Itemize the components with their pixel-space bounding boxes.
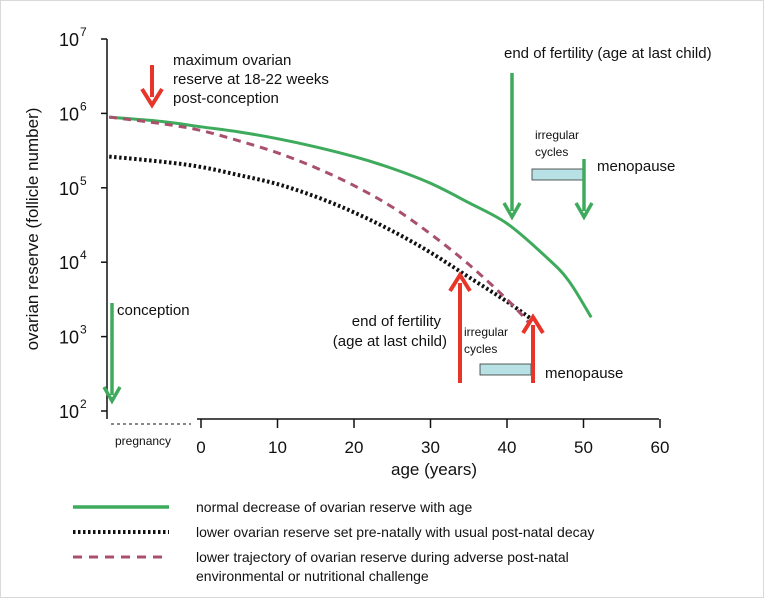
irregular-cycles-normal-line1: irregular — [535, 128, 579, 142]
end-fertility-normal-arrow — [502, 73, 522, 221]
legend-label-lower-prenatal: lower ovarian reserve set pre-natally wi… — [196, 524, 594, 540]
y-tick-exponent: 6 — [80, 99, 87, 113]
irregular-cycles-low-line2: cycles — [464, 342, 497, 356]
legend-label-normal: normal decrease of ovarian reserve with … — [196, 499, 472, 515]
y-tick-label: 10 — [59, 328, 79, 348]
y-tick-exponent: 7 — [80, 25, 87, 39]
irregular-cycles-box-normal — [531, 168, 584, 181]
x-tick-label: 20 — [345, 438, 364, 457]
annotations: maximum ovarian reserve at 18-22 weeks p… — [117, 45, 712, 382]
max-reserve-arrow — [140, 65, 164, 109]
y-tick-exponent: 5 — [80, 174, 87, 188]
end-fertility-low-arrow — [448, 271, 472, 383]
end-fertility-low-line2: (age at last child) — [333, 333, 447, 350]
max-reserve-text-line3: post-conception — [173, 90, 279, 107]
legend: normal decrease of ovarian reserve with … — [73, 499, 594, 584]
y-tick-label: 10 — [59, 30, 79, 50]
x-axis-label: age (years) — [391, 460, 477, 479]
x-tick-label: 30 — [421, 438, 440, 457]
end-fertility-normal-text: end of fertility (age at last child) — [504, 45, 712, 62]
y-tick-label: 10 — [59, 402, 79, 422]
x-tick-label: 40 — [498, 438, 517, 457]
y-tick-label: 10 — [59, 104, 79, 124]
series-group — [109, 115, 593, 326]
x-tick-label: 10 — [268, 438, 287, 457]
y-tick-label: 10 — [59, 179, 79, 199]
conception-arrow — [102, 303, 122, 405]
series-adverse-line — [109, 115, 532, 326]
y-tick-exponent: 2 — [80, 397, 87, 411]
x-tick-label: 60 — [651, 438, 670, 457]
end-fertility-low-line1: end of fertility — [352, 313, 442, 330]
irregular-cycles-normal-line2: cycles — [535, 145, 568, 159]
irregular-cycles-low-line1: irregular — [464, 325, 508, 339]
y-tick-exponent: 4 — [80, 248, 87, 262]
x-tick-label: 50 — [574, 438, 593, 457]
legend-label-adverse-line2: environmental or nutritional challenge — [196, 568, 429, 584]
y-axis-label: ovarian reserve (follicle number) — [23, 108, 42, 351]
series-normal-line — [109, 115, 593, 319]
y-tick-label: 10 — [59, 253, 79, 273]
conception-text: conception — [117, 302, 190, 319]
menopause-normal-arrow — [574, 159, 594, 221]
menopause-normal-text: menopause — [597, 158, 675, 175]
series-lower-prenatal-line — [109, 154, 532, 320]
x-ticks: 0 10 20 30 40 50 60 — [196, 419, 669, 457]
legend-label-adverse-line1: lower trajectory of ovarian reserve duri… — [196, 549, 569, 565]
max-reserve-text-line1: maximum ovarian — [173, 52, 291, 69]
irregular-cycles-box-low — [479, 363, 532, 376]
menopause-low-arrow — [521, 313, 545, 383]
arrows — [102, 65, 594, 405]
y-tick-exponent: 3 — [80, 323, 87, 337]
max-reserve-text-line2: reserve at 18-22 weeks — [173, 71, 329, 88]
pregnancy-label: pregnancy — [115, 434, 171, 448]
x-tick-label: 0 — [196, 438, 205, 457]
menopause-low-text: menopause — [545, 365, 623, 382]
